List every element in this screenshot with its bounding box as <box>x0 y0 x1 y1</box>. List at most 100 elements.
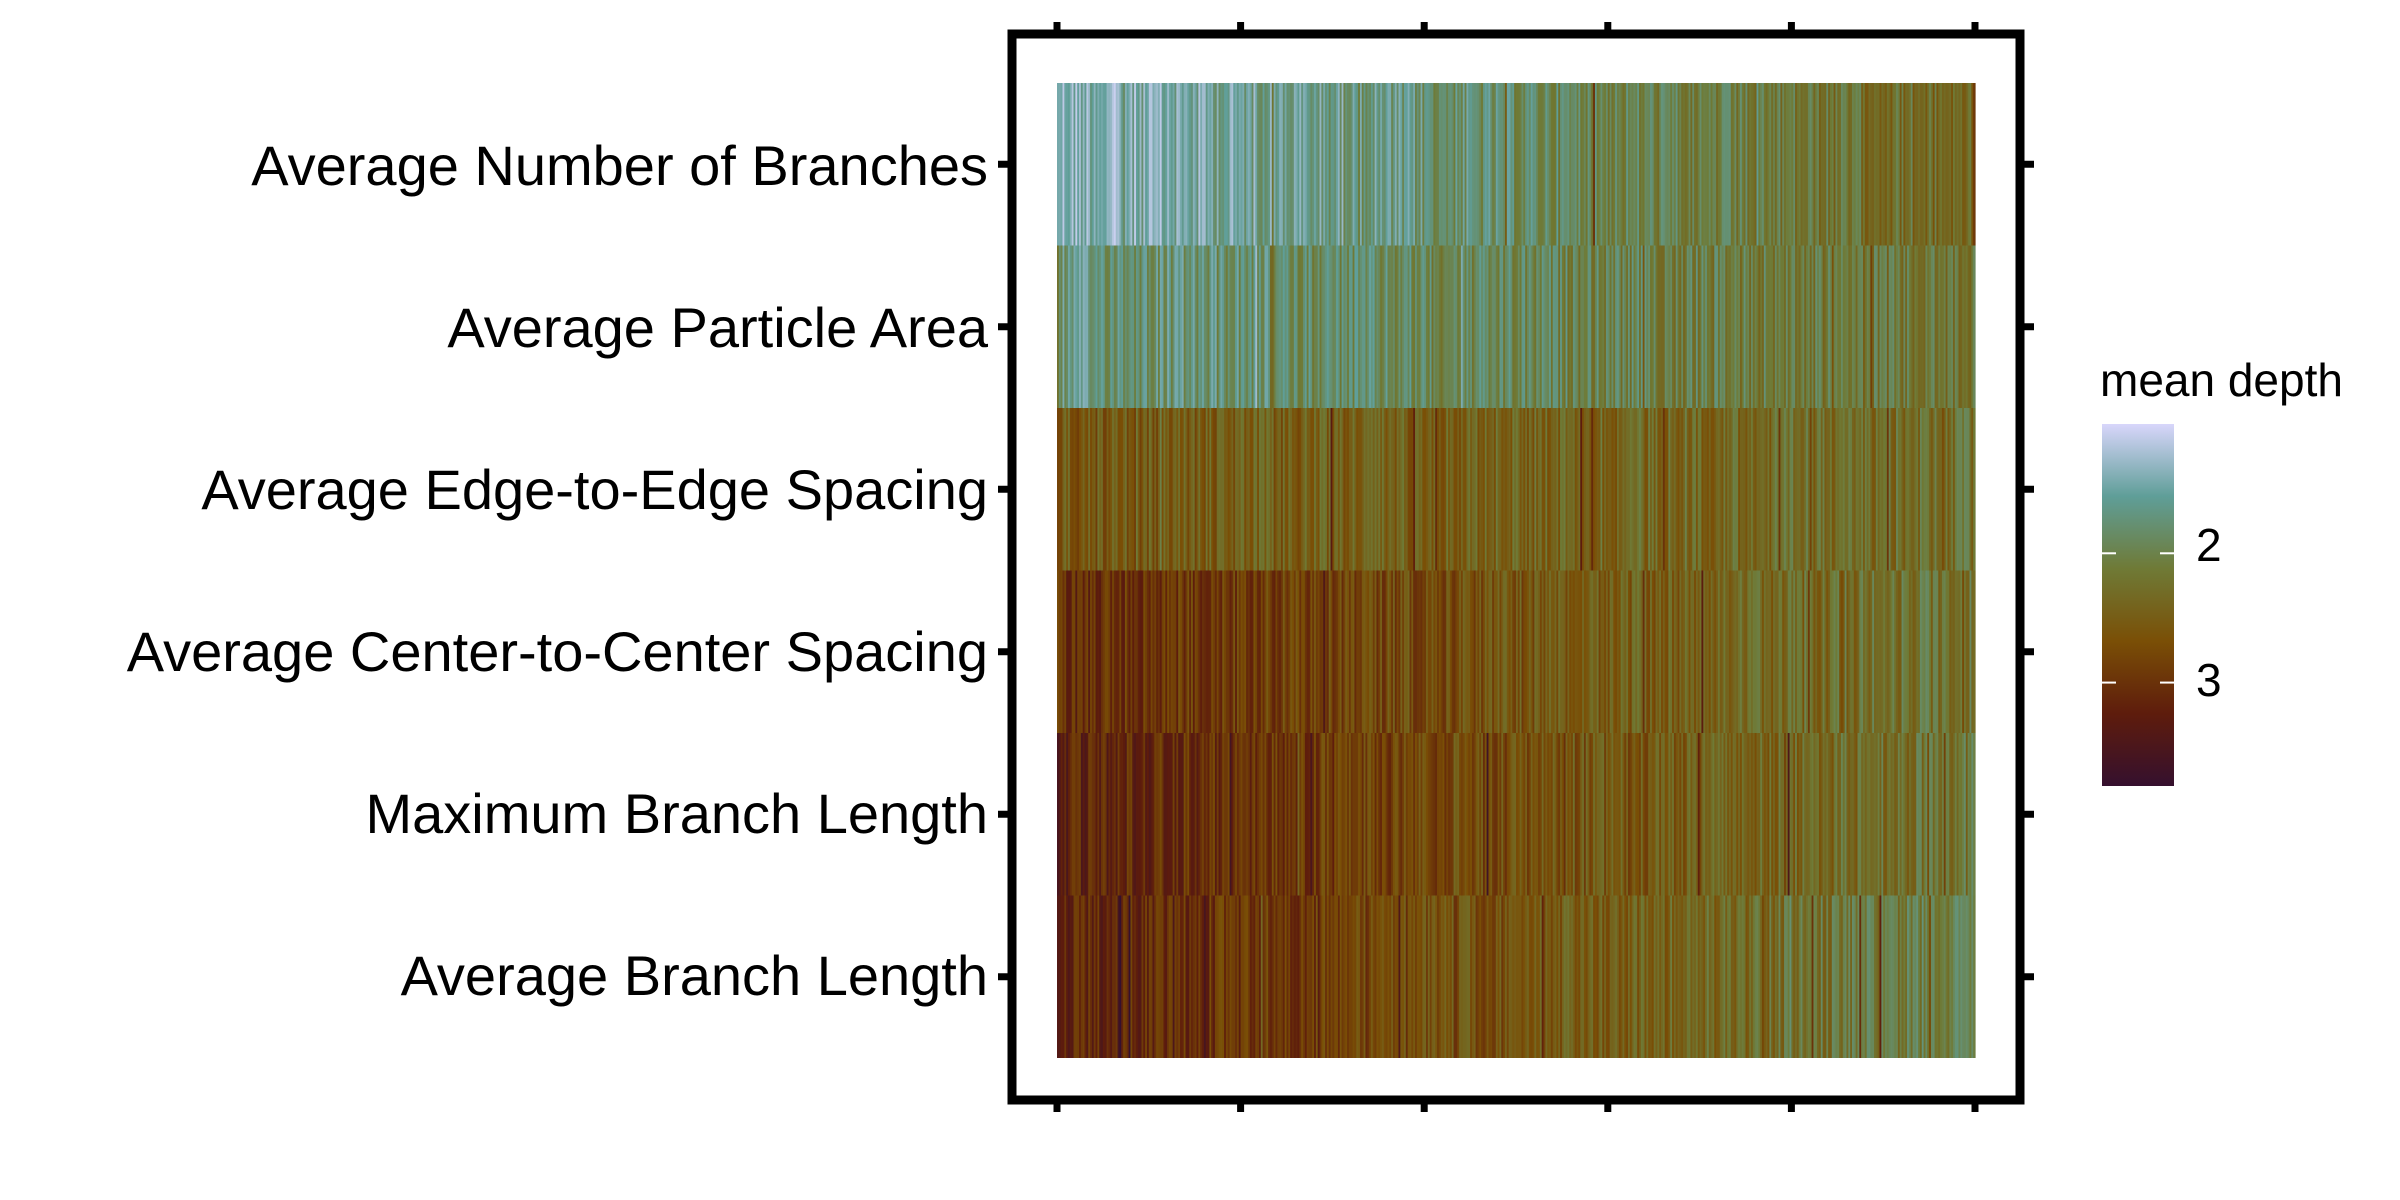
heatmap-cell <box>1837 733 1840 896</box>
heatmap-cell <box>1102 83 1106 246</box>
heatmap-cell <box>1339 408 1343 571</box>
heatmap-cell <box>1341 895 1345 1058</box>
heatmap-cell <box>1563 733 1567 896</box>
heatmap-cell <box>1119 408 1122 571</box>
heatmap-cell <box>1727 895 1730 1058</box>
heatmap-cell <box>1962 733 1965 896</box>
heatmap-cell <box>1558 83 1561 246</box>
heatmap-cell <box>1383 408 1387 571</box>
y-label-average-center-to-center-spacing: Average Center-to-Center Spacing <box>127 620 988 683</box>
heatmap-cell <box>1914 245 1917 408</box>
heatmap-cell <box>1378 408 1381 571</box>
heatmap-cell <box>1528 408 1532 571</box>
heatmap-cell <box>1154 895 1157 1058</box>
heatmap-cell <box>1492 895 1495 1058</box>
heatmap-cell <box>1532 570 1535 733</box>
heatmap-cell <box>1473 733 1477 896</box>
heatmap-cell <box>1163 570 1166 733</box>
heatmap-cell <box>1477 83 1480 246</box>
heatmap-cell <box>1387 83 1390 246</box>
heatmap-cell <box>1442 83 1445 246</box>
heatmap-cell <box>1734 245 1737 408</box>
heatmap-cell <box>1062 408 1065 571</box>
heatmap-cell <box>1892 895 1895 1058</box>
heatmap-cell <box>1431 895 1434 1058</box>
heatmap-cell <box>1405 570 1409 733</box>
heatmap-cell <box>1123 83 1126 246</box>
heatmap-cell <box>1642 408 1646 571</box>
heatmap-cell <box>1888 83 1892 246</box>
heatmap-cell <box>1598 570 1602 733</box>
heatmap-cell <box>1440 83 1444 246</box>
heatmap-cell <box>1299 733 1302 896</box>
heatmap-cell <box>1304 408 1308 571</box>
heatmap-cell <box>1927 408 1930 571</box>
heatmap-cell <box>1892 408 1895 571</box>
heatmap-cell <box>1378 83 1381 246</box>
heatmap-cell <box>1407 570 1411 733</box>
heatmap-cell <box>1262 408 1266 571</box>
heatmap-cell <box>1178 408 1181 571</box>
heatmap-cell <box>1892 733 1895 896</box>
heatmap-cell <box>1172 733 1176 896</box>
heatmap-cell <box>1538 408 1541 571</box>
heatmap-cell <box>1604 895 1607 1058</box>
heatmap-cell <box>1631 83 1635 246</box>
heatmap-cell <box>1842 245 1846 408</box>
heatmap-cell <box>1897 408 1901 571</box>
heatmap-cell <box>1835 570 1838 733</box>
heatmap-cell <box>1405 895 1409 1058</box>
heatmap-cell <box>1156 895 1159 1058</box>
heatmap-cell <box>1066 895 1069 1058</box>
heatmap-cell <box>1442 570 1445 733</box>
heatmap-cell <box>1903 570 1906 733</box>
heatmap-cell <box>1273 895 1277 1058</box>
heatmap-cell <box>1695 408 1699 571</box>
heatmap-cell <box>1218 570 1222 733</box>
heatmap-cell <box>1651 895 1655 1058</box>
heatmap-cell <box>1508 408 1512 571</box>
heatmap-cell <box>1095 570 1098 733</box>
heatmap-cell <box>1152 733 1155 896</box>
heatmap-cell <box>1543 895 1546 1058</box>
heatmap-cell <box>1073 570 1076 733</box>
heatmap-cell <box>1826 408 1829 571</box>
heatmap-cell <box>1075 408 1078 571</box>
heatmap-cell <box>1183 895 1187 1058</box>
heatmap-cell <box>1297 733 1300 896</box>
heatmap-cell <box>1791 733 1794 896</box>
heatmap-cell <box>1593 245 1596 408</box>
heatmap-cell <box>1782 83 1785 246</box>
heatmap-cell <box>1811 570 1815 733</box>
heatmap-cell <box>1602 895 1605 1058</box>
heatmap-cell <box>1317 83 1321 246</box>
heatmap-cell <box>1605 895 1609 1058</box>
heatmap-cell <box>1345 895 1348 1058</box>
heatmap-cell <box>1086 83 1089 246</box>
heatmap-cell <box>1635 570 1638 733</box>
heatmap-cell <box>1837 408 1840 571</box>
heatmap-cell <box>1556 733 1559 896</box>
heatmap-cell <box>1897 733 1901 896</box>
heatmap-cell <box>1756 895 1759 1058</box>
heatmap-cell <box>1916 733 1919 896</box>
heatmap-cell <box>1180 895 1183 1058</box>
heatmap-cell <box>1903 895 1906 1058</box>
heatmap-cell <box>1653 408 1657 571</box>
heatmap-cell <box>1897 83 1901 246</box>
heatmap-cell <box>1910 245 1914 408</box>
heatmap-cell <box>1679 895 1682 1058</box>
heatmap-cell <box>1429 245 1433 408</box>
heatmap-cell <box>1938 733 1941 896</box>
heatmap-cell <box>1644 83 1647 246</box>
heatmap-cell <box>1352 733 1356 896</box>
heatmap-cell <box>1908 570 1912 733</box>
heatmap-cell <box>1971 83 1974 246</box>
heatmap-cell <box>1940 245 1943 408</box>
heatmap-cell <box>1306 408 1310 571</box>
heatmap-cell <box>1299 570 1302 733</box>
heatmap-cell <box>1778 570 1781 733</box>
heatmap-cell <box>1404 83 1407 246</box>
heatmap-cell <box>1279 895 1282 1058</box>
heatmap-cell <box>1183 570 1187 733</box>
